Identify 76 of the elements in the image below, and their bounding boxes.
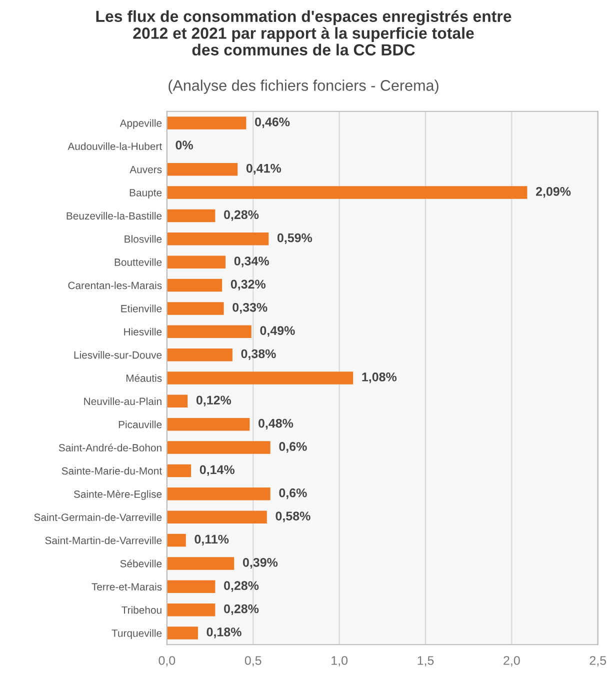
- x-tick-label: 0,5: [244, 656, 262, 666]
- data-label: 0%: [176, 140, 193, 150]
- y-tick-label: Baupte: [130, 189, 162, 198]
- bar: [166, 186, 528, 199]
- data-label: 1,08%: [362, 372, 397, 384]
- y-tick-label: Picauville: [118, 420, 162, 428]
- bar: [166, 580, 216, 594]
- y-tick-label: Auvers: [130, 166, 162, 174]
- data-label: 0,39%: [242, 558, 278, 569]
- y-tick-label: Saint-André-de-Bohon: [58, 444, 162, 452]
- bar: [166, 372, 354, 384]
- y-tick-label: Boutteville: [114, 258, 162, 266]
- data-label: 0,18%: [206, 628, 242, 638]
- y-tick-label: Turqueville: [112, 629, 162, 639]
- data-label: 0,6%: [279, 442, 307, 453]
- y-tick-label: Carentan-les-Marais: [68, 281, 162, 290]
- y-tick-label: Tribehou: [122, 606, 162, 614]
- bar: [166, 209, 216, 222]
- data-label: 0,28%: [224, 604, 259, 616]
- data-label: 0,46%: [255, 117, 290, 128]
- bar: [166, 418, 250, 431]
- bar: [166, 557, 234, 570]
- data-label: 0,59%: [277, 233, 312, 244]
- data-label: 0,32%: [230, 280, 266, 290]
- bar: [166, 162, 238, 176]
- y-tick-label: Blosville: [124, 235, 162, 243]
- data-label: 0,58%: [276, 512, 310, 522]
- data-label: 2,09%: [536, 187, 571, 198]
- y-tick-label: Audouville-la-Hubert: [68, 142, 162, 150]
- x-tick-label: 1,0: [332, 656, 348, 666]
- data-label: 0,28%: [224, 581, 259, 592]
- bar: [166, 534, 186, 547]
- bar: [166, 603, 216, 616]
- data-label: 0,34%: [234, 256, 269, 268]
- data-label: 0,6%: [279, 488, 307, 500]
- bar: [166, 116, 246, 130]
- y-tick-label: Sainte-Mère-Eglise: [74, 490, 162, 500]
- x-tick-label: 2,0: [504, 656, 520, 666]
- data-label: 0,49%: [260, 326, 295, 337]
- bar: [166, 232, 269, 246]
- y-tick-label: Appeville: [120, 119, 162, 129]
- bar: [166, 626, 198, 640]
- y-tick-label: Etienville: [121, 304, 162, 312]
- chart-subtitle: (Analyse des fichiers fonciers - Cerema): [168, 80, 438, 94]
- bar: [166, 278, 222, 292]
- bar: [166, 348, 232, 362]
- y-tick-label: Liesville-sur-Douve: [74, 351, 162, 359]
- bar: [166, 464, 192, 478]
- bar: [166, 325, 252, 338]
- data-label: 0,11%: [194, 534, 229, 546]
- data-label: 0,38%: [241, 349, 276, 360]
- x-tick-label: 1,5: [418, 656, 434, 666]
- bar: [166, 256, 226, 268]
- data-label: 0,28%: [224, 210, 259, 221]
- x-tick-label: 0,0: [158, 656, 176, 666]
- bar: [166, 441, 270, 454]
- y-tick-label: Sébeville: [120, 560, 162, 568]
- data-label: 0,33%: [232, 302, 268, 314]
- y-tick-label: Saint-Martin-de-Varreville: [45, 536, 162, 544]
- y-tick-label: Sainte-Marie-du-Mont: [62, 466, 162, 475]
- data-label: 0,14%: [200, 465, 235, 476]
- y-tick-label: Hiesville: [124, 328, 162, 336]
- y-tick-label: Beuzeville-la-Bastille: [66, 212, 162, 220]
- y-tick-label: Terre-et-Marais: [92, 582, 162, 591]
- y-tick-label: Méautis: [126, 374, 162, 382]
- data-label: 0,48%: [258, 418, 294, 430]
- bar: [166, 510, 267, 524]
- data-label: 0,41%: [246, 164, 282, 175]
- bar: [166, 488, 270, 500]
- y-tick-label: Saint-Germain-de-Varreville: [34, 513, 162, 521]
- x-tick-label: 2,5: [590, 656, 606, 666]
- bar: [166, 302, 224, 315]
- chart-title: Les flux de consommation d'espaces enregistrés entre 2012 et 2021 par rapport à la superficie totale des communes de la CC BDC: [96, 10, 512, 56]
- bar: [166, 394, 188, 408]
- y-tick-label: Neuville-au-Plain: [84, 397, 162, 406]
- data-label: 0,12%: [196, 396, 232, 406]
